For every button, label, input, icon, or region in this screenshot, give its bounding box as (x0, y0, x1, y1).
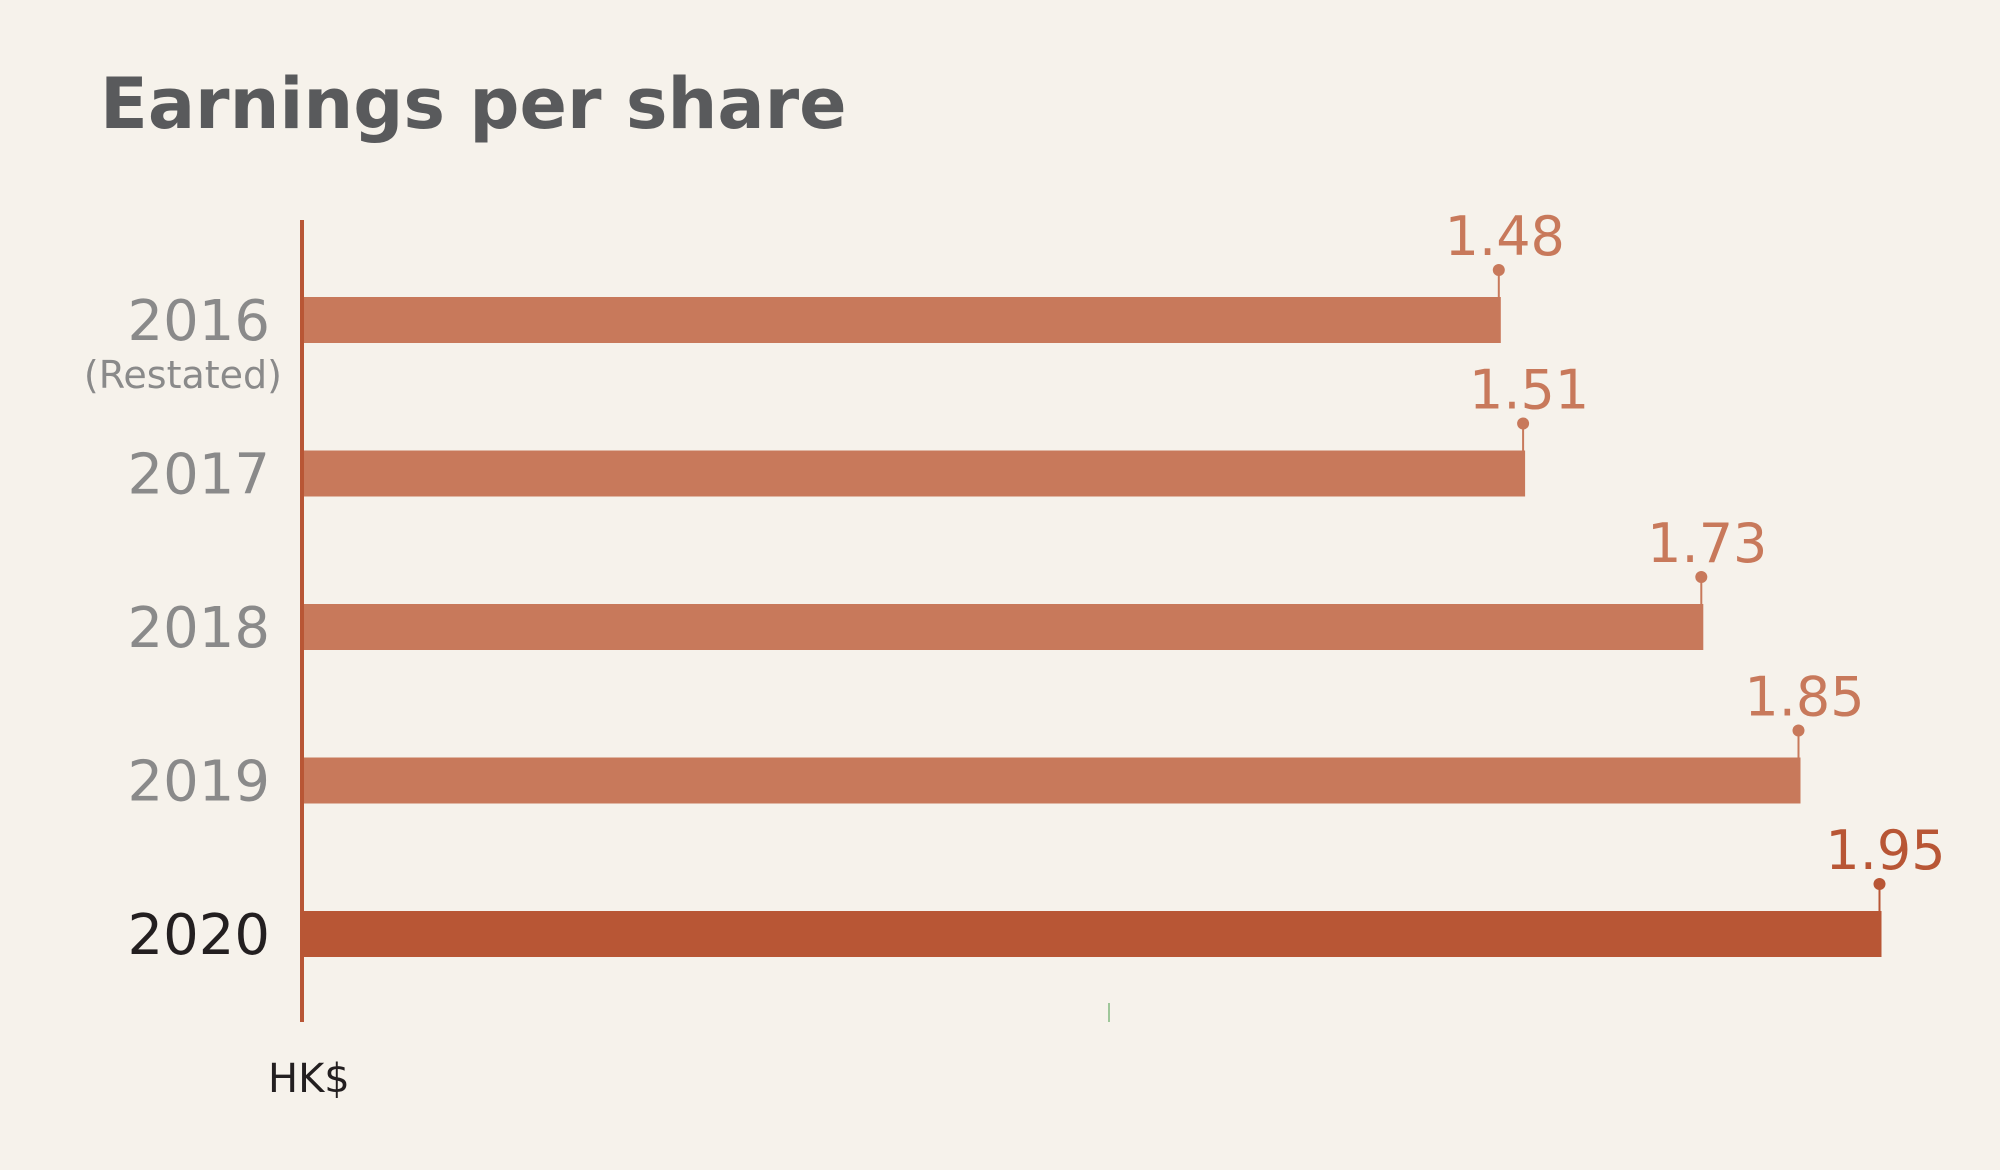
category-label-2017: 2017 (127, 443, 270, 508)
category-note-2016: (Restated) (84, 353, 282, 397)
value-label-2018: 1.73 (1647, 512, 1767, 575)
bar-2017 (302, 450, 1526, 497)
value-label-2019: 1.85 (1744, 666, 1864, 729)
value-label-2016: 1.48 (1445, 205, 1565, 268)
value-dot-2020 (1873, 878, 1886, 890)
chart-title: Earnings per share (100, 63, 847, 145)
bars-layer: 1.48 2016(Restated) 1.51 2017 1.73 2018 1.85 20… (84, 205, 1946, 968)
category-label-2020: 2020 (127, 903, 270, 968)
value-label-2017: 1.51 (1469, 359, 1589, 422)
value-label-2020: 1.95 (1825, 819, 1945, 882)
bar-2019 (302, 757, 1801, 804)
category-label-2018: 2018 (127, 596, 270, 661)
category-label-2019: 2019 (127, 750, 270, 815)
bar-2020 (302, 911, 1882, 957)
unit-label: HK$ (268, 1056, 350, 1102)
value-dot-2016 (1492, 264, 1505, 276)
value-dot-2017 (1517, 417, 1530, 430)
category-label-2016: 2016 (127, 289, 270, 354)
bar-2018 (302, 604, 1704, 650)
bar-2016 (302, 297, 1501, 343)
value-dot-2018 (1695, 571, 1708, 583)
value-dot-2019 (1792, 724, 1805, 737)
